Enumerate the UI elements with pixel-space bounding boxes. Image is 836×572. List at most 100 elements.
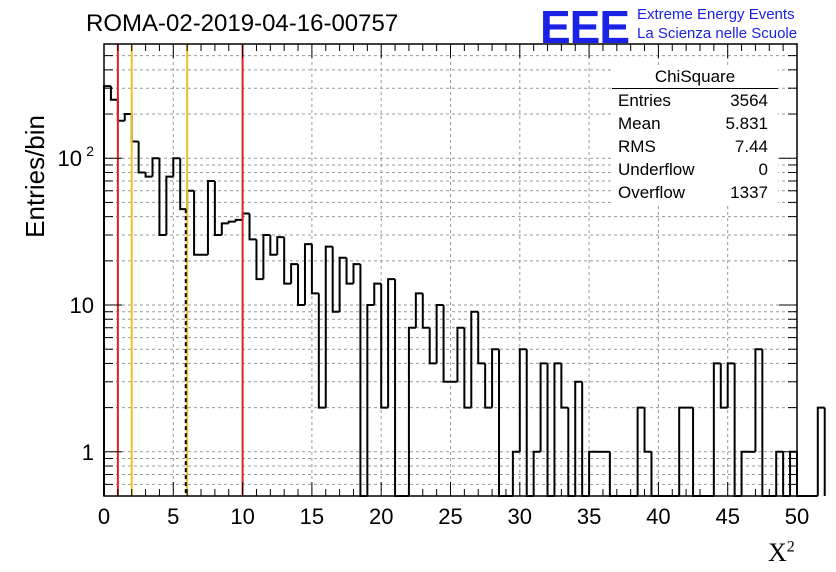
- stats-title: ChiSquare: [612, 66, 778, 89]
- stats-value: 7.44: [734, 137, 768, 156]
- histogram-bin: [532, 450, 541, 496]
- x-tick-label: 30: [508, 504, 532, 529]
- x-tick-label: 10: [230, 504, 254, 529]
- histogram-bin: [206, 179, 215, 255]
- stats-key: Overflow: [618, 183, 686, 202]
- histogram-bin: [359, 264, 368, 497]
- histogram-bin: [172, 157, 181, 177]
- histogram-bin: [428, 327, 437, 365]
- histogram-bin: [165, 175, 174, 235]
- histogram-bin: [643, 407, 652, 453]
- histogram-bin: [574, 380, 583, 496]
- histogram-bin: [380, 283, 389, 409]
- histogram-bin: [407, 326, 416, 496]
- histogram-bin: [338, 256, 347, 312]
- threshold-lines: [116, 44, 244, 496]
- histogram-bin: [345, 257, 354, 285]
- x-axis-label-base: X: [768, 538, 787, 567]
- stats-value: 5.831: [725, 114, 768, 133]
- histogram-bin: [373, 282, 382, 306]
- x-axis-label-exponent: 2: [786, 538, 795, 556]
- x-tick-label: 15: [300, 504, 324, 529]
- histogram-bin: [116, 99, 125, 122]
- histogram-bin: [297, 264, 305, 307]
- stats-key: RMS: [618, 137, 656, 156]
- stats-row-underflow: Underflow 0: [612, 158, 778, 181]
- y-tick-label: 10: [70, 293, 94, 318]
- histogram-bin: [269, 234, 278, 256]
- histogram-bin: [103, 85, 111, 496]
- histogram-bin: [712, 362, 721, 496]
- stats-key: Mean: [618, 114, 661, 133]
- histogram-bin: [511, 450, 520, 496]
- x-tick-label: 45: [715, 504, 739, 529]
- stats-row-entries: Entries 3564: [612, 89, 778, 112]
- histogram-bin: [484, 363, 493, 409]
- histogram-bin: [324, 245, 333, 408]
- histogram-bin: [227, 220, 236, 224]
- histogram-bin: [213, 180, 222, 236]
- y-tick-label-exponent: 2: [86, 143, 94, 159]
- histogram-bin: [581, 381, 590, 497]
- histogram-bin: [186, 189, 195, 210]
- histogram-bin: [470, 310, 479, 408]
- histogram-bin: [137, 141, 146, 174]
- histogram-bin: [366, 304, 375, 496]
- histogram-bin: [539, 362, 548, 452]
- histogram-bin: [733, 363, 742, 497]
- x-tick-label: 50: [785, 504, 809, 529]
- histogram-bin: [331, 246, 340, 313]
- stats-row-overflow: Overflow 1337: [612, 181, 778, 204]
- histogram-bin: [130, 114, 139, 143]
- histogram-bin: [262, 233, 271, 280]
- histogram-bin: [123, 113, 132, 121]
- histogram-bin: [255, 239, 264, 281]
- run-title: ROMA-02-2019-04-16-00757: [86, 10, 399, 37]
- histogram-bin: [303, 243, 312, 306]
- histogram-bin: [234, 218, 243, 222]
- x-axis-label: X2: [768, 538, 795, 568]
- histogram-bin: [754, 348, 763, 452]
- stats-key: Entries: [618, 91, 671, 110]
- stats-value: 3564: [730, 91, 768, 110]
- histogram-bin: [144, 172, 153, 178]
- axis-ticks: [103, 44, 798, 496]
- histogram-bin: [193, 190, 202, 256]
- histogram-bin: [414, 292, 423, 328]
- histogram-bin: [283, 237, 292, 285]
- stats-key: Underflow: [618, 160, 695, 179]
- stats-value: 0: [758, 160, 768, 179]
- x-tick-label: 5: [167, 504, 179, 529]
- histogram-bin: [442, 305, 451, 383]
- histogram-bin: [678, 406, 687, 496]
- histogram-bin: [179, 158, 188, 211]
- histogram-bin: [456, 326, 465, 382]
- x-tick-label: 25: [438, 504, 462, 529]
- histogram-bin: [498, 349, 506, 497]
- histogram-bin: [276, 236, 285, 255]
- histogram-bin: [109, 86, 118, 101]
- histogram-bin: [220, 222, 229, 235]
- histogram-bin: [421, 293, 430, 329]
- stats-row-rms: RMS 7.44: [612, 135, 778, 158]
- histogram-bin: [740, 450, 749, 496]
- histogram-bin: [387, 278, 396, 408]
- eee-logo-mark: EEE: [540, 1, 630, 53]
- stats-box: ChiSquare Entries 3564 Mean 5.831 RMS 7.…: [612, 66, 778, 204]
- histogram-bin: [310, 244, 319, 295]
- histogram-bin: [491, 348, 500, 408]
- y-axis-label: Entries/bin: [20, 115, 50, 238]
- histogram-bin: [352, 263, 361, 284]
- histogram-bin: [518, 348, 527, 452]
- y-tick-label: 1: [82, 440, 94, 465]
- x-tick-label: 40: [646, 504, 670, 529]
- histogram-bin: [317, 293, 326, 409]
- histogram-bin: [248, 213, 257, 241]
- histogram-bin: [546, 363, 555, 497]
- histogram-bin: [158, 158, 167, 236]
- histogram-bin: [719, 363, 728, 409]
- histogram-bin: [463, 327, 472, 409]
- x-tick-label: 35: [577, 504, 601, 529]
- histogram-bin: [761, 349, 770, 497]
